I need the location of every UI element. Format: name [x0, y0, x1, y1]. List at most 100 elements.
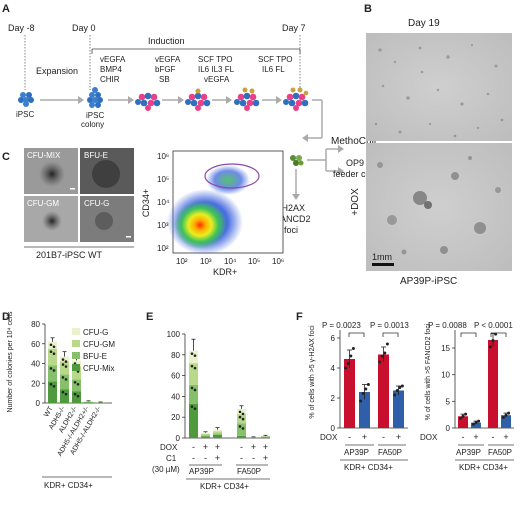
panel-d-footer: KDR+ CD34+	[44, 481, 93, 490]
e-dox-sign-3: -	[240, 442, 243, 452]
e-point-0-3	[190, 352, 194, 355]
fl-point-3-2	[398, 386, 402, 389]
e-ytick-label-5: 100	[167, 330, 181, 339]
d-point-0-1	[49, 367, 53, 370]
fl-point-1-3	[366, 383, 370, 386]
x-tick-1: 10²	[176, 257, 188, 266]
d-bar-2-cfu-g	[72, 360, 81, 367]
e-bar-2-cfu-g	[213, 429, 222, 432]
e-bar-2-cfu-mix	[213, 434, 222, 438]
panel-f-left-group-fa50p: FA50P	[378, 448, 402, 457]
panel-f-right-bracket-1	[460, 332, 477, 337]
panel-f-right-p1: P = 0.0088	[428, 321, 467, 330]
fr-bar-0	[458, 416, 468, 428]
e-bar-0-cfu-mix	[189, 403, 198, 438]
panel-f-right-p2: P < 0.0001	[474, 321, 513, 330]
svg-text:IL6 IL3 FL: IL6 IL3 FL	[198, 65, 235, 74]
panel-f-left-bracket-2	[382, 332, 399, 337]
svg-text:CHIR: CHIR	[100, 75, 120, 84]
d-point-b-0-3	[52, 345, 56, 349]
fl-point-0-2	[349, 354, 353, 358]
e-dox-sign-4: +	[251, 442, 256, 452]
fr-ytick-label-3: 15	[441, 344, 450, 353]
panel-f-left-y-title: % of cells with >5 γ-H2AX foci	[309, 325, 316, 419]
panel-label-c: C	[2, 151, 10, 163]
d-point-0-0	[49, 382, 53, 386]
fr-point-0-1	[461, 414, 465, 418]
fr-point-3-2	[507, 411, 511, 415]
panel-f-left-bars	[344, 342, 404, 428]
fr-point-0-2	[464, 412, 468, 416]
flow-density-core	[174, 201, 226, 249]
fl-point-0-0	[344, 366, 348, 370]
methocult-label: MethoCult	[331, 136, 377, 147]
d-category-0: WT	[43, 405, 55, 419]
e-point-b-3-2	[241, 417, 245, 421]
e-point-b-3-1	[241, 427, 245, 430]
d-bar-0-cfu-mix	[48, 381, 57, 403]
fr-bar-3	[501, 415, 511, 428]
panel-e-group-ap39p: AP39P	[189, 467, 214, 476]
ipsc-colony-icon	[87, 87, 103, 108]
e-c1-sign-0: -	[192, 453, 195, 463]
e-c1-sign-5: +	[263, 453, 268, 463]
d-bar-1-bfu-e	[60, 374, 69, 390]
fl-point-0-3	[351, 347, 355, 350]
h2ax-label: γ-H2AX	[274, 203, 305, 213]
d-point-b-2-0	[76, 394, 80, 398]
panel-c-caption: 201B7-iPSC WT	[36, 250, 103, 260]
d-point-b-1-2	[64, 365, 68, 368]
fr-point-3-1	[504, 413, 508, 417]
panel-e-signs: --+-++--+-++	[192, 442, 268, 463]
fr-point-1-0	[471, 422, 475, 426]
panel-f-right-y-title: % of cells with >5 FANCD2 foci	[425, 323, 432, 420]
e-bar-1-cfu-g	[201, 432, 210, 434]
legend-swatch-bfu-e	[72, 352, 80, 359]
e-ytick-label-3: 60	[171, 372, 180, 381]
expansion-label: Expansion	[36, 66, 78, 76]
x-tick-5: 10⁶	[272, 257, 284, 266]
label-cfu-g: CFU-G	[84, 199, 109, 208]
d-bar-2-cfu-gm	[72, 366, 81, 380]
panel-e-footer: KDR+ CD34+	[200, 482, 249, 491]
e-bar-0-cfu-gm	[189, 363, 198, 385]
fl-point-1-2	[364, 387, 368, 391]
flow-y-title: CD34+	[141, 189, 151, 217]
fl-point-0-1	[346, 362, 350, 365]
fl-point-3-1	[395, 389, 399, 392]
fr-bar-1	[471, 422, 481, 428]
panel-e-bars	[189, 338, 270, 438]
flow-y-ticks: 10² 10³ 10⁴ 10⁵ 10⁶	[157, 152, 170, 253]
d-point-b-1-3	[64, 360, 68, 363]
fr-point-1-1	[474, 421, 478, 425]
fl-point-2-2	[383, 351, 387, 355]
svg-text:SB: SB	[159, 75, 170, 84]
e-point-3-2	[238, 415, 242, 419]
panel-label-f: F	[296, 311, 303, 323]
e-dox-sign-1: +	[203, 442, 208, 452]
legend-label-cfu-gm: CFU-GM	[83, 340, 115, 349]
d-bar-1-cfu-mix	[60, 389, 69, 403]
svg-text:vEGFA: vEGFA	[155, 55, 181, 64]
e-c1-sign-4: -	[252, 453, 255, 463]
d-ytick-label-2: 40	[31, 360, 40, 369]
d-point-0-3	[49, 343, 53, 347]
e-point-3-1	[238, 425, 242, 428]
panel-f-right-dox-label: DOX	[420, 433, 438, 442]
panel-f-right-bars	[458, 332, 511, 428]
hemogenic-colony-icon-1	[135, 92, 161, 111]
sorted-cell-icon	[290, 155, 304, 166]
fr-point-2-1	[491, 339, 495, 343]
d-point-1-2	[61, 363, 65, 366]
fr-point-2-0	[488, 345, 492, 349]
panel-f-left-dox-label: DOX	[320, 433, 338, 442]
d-point-0-2	[49, 350, 53, 353]
fr-point-0-0	[458, 416, 462, 420]
fancd2-label: FANCD2	[275, 214, 311, 224]
fl-dox-sign-1: +	[362, 432, 367, 442]
d-point-b-1-0	[64, 392, 68, 396]
panel-d-y-ticks: 0 20 40 60 80	[31, 320, 45, 408]
panel-b-caption: AP39P-iPSC	[400, 276, 457, 287]
